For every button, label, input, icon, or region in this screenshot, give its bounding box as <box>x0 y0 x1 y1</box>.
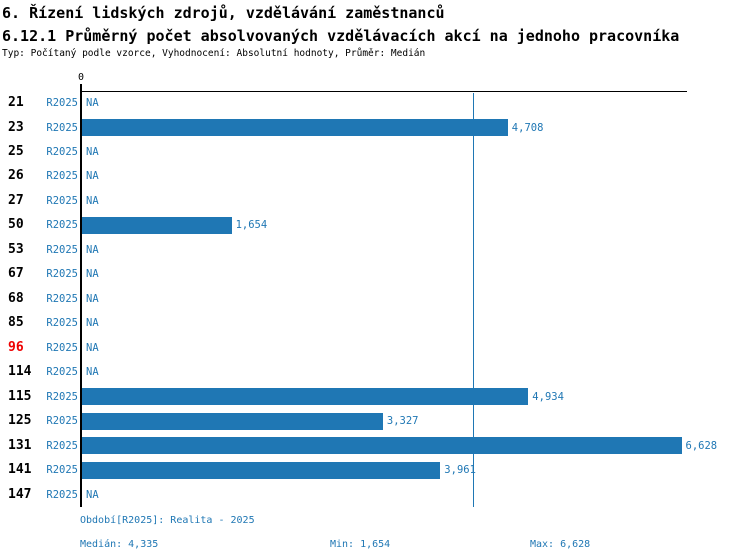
category-label: 96 <box>8 339 24 355</box>
period-series-label: R2025 <box>46 292 78 305</box>
value-label: 3,327 <box>386 415 419 428</box>
chart-row: 125 R2025 3,327 <box>0 409 750 434</box>
value-label: 1,654 <box>235 219 268 232</box>
period-series-label: R2025 <box>46 145 78 158</box>
chart-row: 147 R2025 NA <box>0 483 750 508</box>
median-stat: Medián: 4,335 <box>80 539 159 550</box>
axis-top-line <box>81 91 687 92</box>
category-label: 125 <box>8 413 32 429</box>
value-label: 4,934 <box>532 390 564 403</box>
category-label: 21 <box>8 95 24 110</box>
chart-row: 114 R2025 NA <box>0 360 750 385</box>
value-label: 4,708 <box>511 121 544 134</box>
category-label: 23 <box>8 119 24 135</box>
category-label: 85 <box>8 315 24 331</box>
category-label: 67 <box>8 266 24 282</box>
chart-row: 50 R2025 1,654 <box>0 213 750 238</box>
period-label: Období[R2025]: Realita - 2025 <box>80 515 255 526</box>
chart-row: 85 R2025 NA <box>0 311 750 336</box>
period-series-label: R2025 <box>46 341 78 354</box>
chart-row: 141 R2025 3,961 <box>0 458 750 483</box>
value-bar <box>82 217 232 235</box>
na-label: NA <box>86 488 99 501</box>
na-label: NA <box>86 145 99 158</box>
na-label: NA <box>86 341 99 354</box>
period-series-label: R2025 <box>46 219 78 232</box>
category-label: 26 <box>8 168 24 184</box>
category-label: 68 <box>8 290 24 306</box>
value-bar <box>82 388 529 406</box>
category-label: 114 <box>8 364 32 380</box>
min-stat: Min: 1,654 <box>330 539 391 550</box>
period-series-label: R2025 <box>46 439 78 452</box>
period-series-label: R2025 <box>46 464 78 477</box>
na-label: NA <box>86 170 99 183</box>
na-label: NA <box>86 243 99 256</box>
category-label: 141 <box>8 462 32 478</box>
period-series-label: R2025 <box>46 97 78 109</box>
period-series-label: R2025 <box>46 390 78 403</box>
na-label: NA <box>86 194 99 207</box>
axis-baseline <box>80 84 82 507</box>
median-line <box>473 93 475 507</box>
report-meta: Typ: Počítaný podle vzorce, Vyhodnocení:… <box>2 48 426 59</box>
period-series-label: R2025 <box>46 268 78 281</box>
value-bar <box>82 437 682 455</box>
na-label: NA <box>86 366 99 379</box>
chart-row: 115 R2025 4,934 <box>0 385 750 410</box>
chart-row: 23 R2025 4,708 <box>0 116 750 141</box>
category-label: 27 <box>8 192 24 208</box>
chart-row: 96 R2025 NA <box>0 336 750 361</box>
period-series-label: R2025 <box>46 170 78 183</box>
period-series-label: R2025 <box>46 243 78 256</box>
value-label: 3,961 <box>444 464 476 477</box>
axis-zero-label: 0 <box>77 72 85 83</box>
chart-row: 131 R2025 6,628 <box>0 434 750 459</box>
chart-row: 27 R2025 NA <box>0 189 750 214</box>
na-label: NA <box>86 97 99 109</box>
period-series-label: R2025 <box>46 488 78 501</box>
period-series-label: R2025 <box>46 121 78 134</box>
period-series-label: R2025 <box>46 317 78 330</box>
category-label: 50 <box>8 217 24 233</box>
max-stat: Max: 6,628 <box>530 539 591 550</box>
value-label: 6,628 <box>685 439 718 452</box>
report-title: 6. Řízení lidských zdrojů, vzdělávání za… <box>2 4 445 22</box>
category-label: 25 <box>8 143 24 159</box>
category-label: 115 <box>8 388 32 404</box>
value-bar <box>82 412 383 430</box>
na-label: NA <box>86 317 99 330</box>
value-bar <box>82 119 508 137</box>
chart-row: 25 R2025 NA <box>0 140 750 165</box>
na-label: NA <box>86 292 99 305</box>
report-subtitle: 6.12.1 Průměrný počet absolvovaných vzdě… <box>2 27 680 45</box>
category-label: 147 <box>8 486 32 502</box>
chart-row: 53 R2025 NA <box>0 238 750 263</box>
period-series-label: R2025 <box>46 194 78 207</box>
na-label: NA <box>86 268 99 281</box>
category-label: 53 <box>8 241 24 257</box>
period-series-label: R2025 <box>46 415 78 428</box>
chart-row: 21 R2025 NA <box>0 91 750 116</box>
chart-row: 26 R2025 NA <box>0 164 750 189</box>
category-label: 131 <box>8 437 32 453</box>
period-series-label: R2025 <box>46 366 78 379</box>
chart-row: 68 R2025 NA <box>0 287 750 312</box>
chart-row: 67 R2025 NA <box>0 262 750 287</box>
value-bar <box>82 461 441 479</box>
